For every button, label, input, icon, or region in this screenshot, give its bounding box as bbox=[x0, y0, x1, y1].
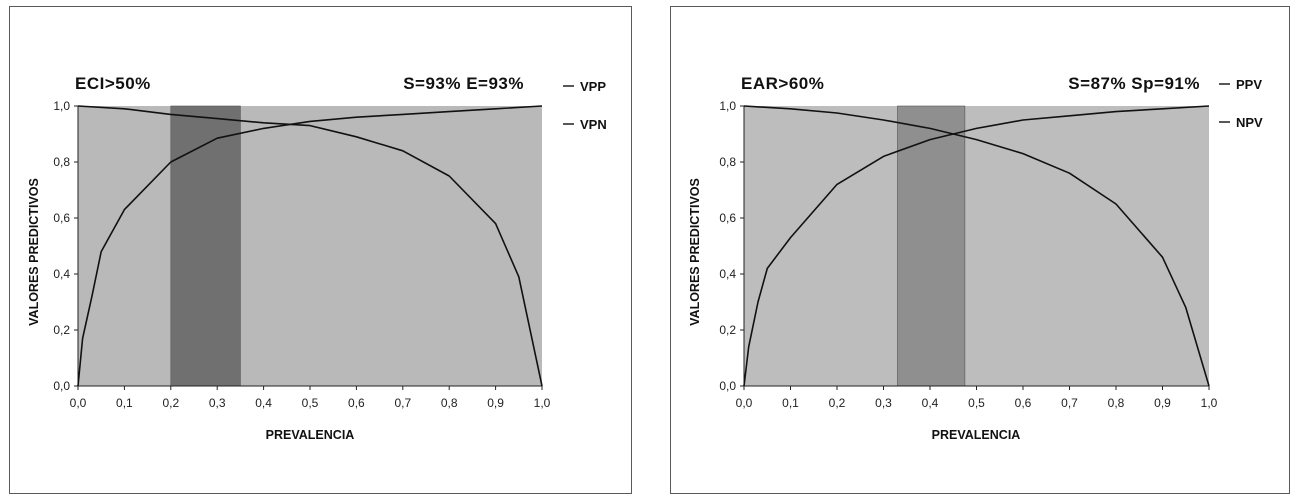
y-tick-label: 0,6 bbox=[53, 211, 70, 225]
highlight-band bbox=[170, 105, 241, 387]
x-tick-label: 0,6 bbox=[348, 396, 365, 410]
legend-label-ppv: PPV bbox=[1236, 77, 1262, 92]
y-tick-label: 1,0 bbox=[53, 99, 70, 113]
legend-label-vpp: VPP bbox=[580, 79, 606, 94]
legend-label-vpn: VPN bbox=[580, 117, 607, 132]
x-tick-label: 0,1 bbox=[782, 396, 799, 410]
x-tick-label: 0,3 bbox=[209, 396, 226, 410]
x-tick-label: 1,0 bbox=[534, 396, 551, 410]
y-tick-label: 0,2 bbox=[53, 323, 70, 337]
y-tick-label: 0,0 bbox=[719, 379, 736, 393]
plot-area bbox=[78, 106, 542, 386]
y-axis-label: VALORES PREDICTIVOS bbox=[688, 178, 702, 326]
series-line-ppv bbox=[743, 105, 1210, 387]
x-tick-label: 0,8 bbox=[441, 396, 458, 410]
x-tick-label: 0,5 bbox=[968, 396, 985, 410]
chart-stats: S=87% Sp=91% bbox=[1068, 74, 1200, 93]
x-tick-label: 0,4 bbox=[255, 396, 272, 410]
x-tick-label: 0,7 bbox=[1061, 396, 1078, 410]
x-tick-label: 0,9 bbox=[1154, 396, 1171, 410]
chart-svg-left: ECI>50% S=93% E=93% PREVALENCIA VALORES … bbox=[27, 74, 607, 442]
series-line-npv bbox=[743, 105, 1210, 387]
y-tick-label: 0,2 bbox=[719, 323, 736, 337]
x-axis-label: PREVALENCIA bbox=[266, 428, 355, 442]
chart-panel-left: ECI>50% S=93% E=93% PREVALENCIA VALORES … bbox=[9, 6, 632, 494]
x-tick-label: 0,2 bbox=[162, 396, 179, 410]
x-tick-label: 0,4 bbox=[922, 396, 939, 410]
y-tick-label: 0,8 bbox=[53, 155, 70, 169]
x-tick-label: 0,3 bbox=[875, 396, 892, 410]
x-tick-label: 1,0 bbox=[1201, 396, 1218, 410]
y-tick-label: 0,8 bbox=[719, 155, 736, 169]
chart-title: ECI>50% bbox=[75, 74, 151, 93]
x-tick-label: 0,1 bbox=[116, 396, 133, 410]
y-axis-label: VALORES PREDICTIVOS bbox=[27, 178, 41, 326]
y-tick-label: 0,0 bbox=[53, 379, 70, 393]
x-tick-label: 0,7 bbox=[394, 396, 411, 410]
y-tick-label: 0,4 bbox=[53, 267, 70, 281]
x-tick-label: 0,0 bbox=[736, 396, 753, 410]
chart-title: EAR>60% bbox=[741, 74, 824, 93]
x-axis-label: PREVALENCIA bbox=[932, 428, 1021, 442]
chart-stats: S=93% E=93% bbox=[403, 74, 524, 93]
x-tick-label: 0,8 bbox=[1108, 396, 1125, 410]
y-tick-label: 1,0 bbox=[719, 99, 736, 113]
y-tick-label: 0,4 bbox=[719, 267, 736, 281]
y-tick-label: 0,6 bbox=[719, 211, 736, 225]
x-tick-label: 0,9 bbox=[487, 396, 504, 410]
chart-panel-right: EAR>60% S=87% Sp=91% PREVALENCIA VALORES… bbox=[670, 6, 1290, 494]
x-tick-label: 0,2 bbox=[829, 396, 846, 410]
x-tick-label: 0,0 bbox=[70, 396, 87, 410]
x-tick-label: 0,6 bbox=[1015, 396, 1032, 410]
series-line-vpn bbox=[77, 105, 543, 387]
x-tick-label: 0,5 bbox=[302, 396, 319, 410]
highlight-band bbox=[897, 105, 966, 387]
series-line-vpp bbox=[77, 105, 543, 387]
legend-label-npv: NPV bbox=[1236, 115, 1263, 130]
chart-svg-right: EAR>60% S=87% Sp=91% PREVALENCIA VALORES… bbox=[688, 74, 1263, 442]
plot-area bbox=[744, 106, 1209, 386]
